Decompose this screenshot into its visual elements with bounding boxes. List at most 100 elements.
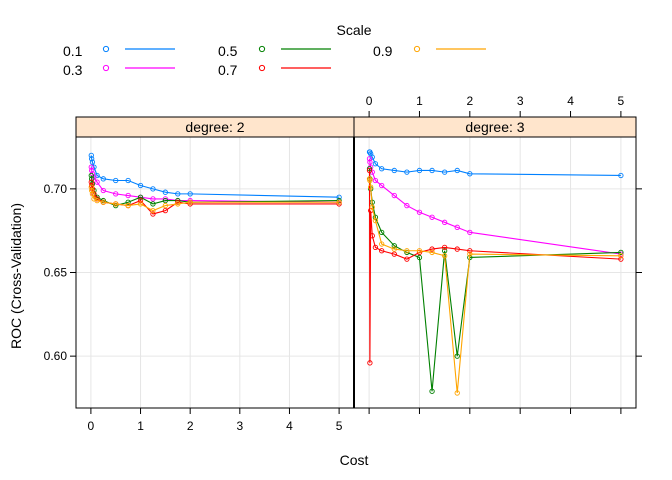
data-point (454, 390, 460, 396)
series-0.5 (366, 166, 624, 394)
data-point (369, 154, 375, 160)
series-line (368, 158, 621, 255)
data-point (441, 169, 448, 175)
y-tick-label: 0.70 (44, 182, 68, 196)
series-0.3 (88, 164, 342, 205)
data-point (467, 171, 473, 177)
data-point (391, 246, 397, 252)
data-point (391, 243, 397, 249)
x-tick-label: 2 (187, 419, 194, 433)
data-point (89, 176, 95, 182)
data-point (441, 244, 448, 251)
data-point (94, 197, 100, 204)
data-point (89, 191, 96, 197)
data-point (100, 199, 106, 205)
legend-marker (102, 45, 110, 53)
data-point (467, 248, 473, 254)
x-tick-label: 4 (286, 419, 293, 433)
data-point (366, 156, 373, 162)
data-point (454, 353, 460, 359)
x-axis-title: Cost (340, 452, 369, 468)
gridlines (354, 137, 636, 408)
data-point (125, 192, 131, 199)
data-point (137, 182, 144, 189)
data-point (89, 156, 95, 162)
data-point (367, 360, 373, 366)
data-point (125, 177, 131, 184)
data-point (416, 254, 423, 261)
data-point (379, 166, 385, 172)
x-tick-label: 4 (567, 94, 574, 108)
data-point (89, 159, 96, 165)
data-point (618, 253, 624, 259)
data-point (89, 167, 95, 174)
data-point (150, 201, 156, 207)
data-point (162, 197, 169, 204)
panel: degree: 3 0 1 2 3 4 5 (353, 94, 637, 414)
data-point (618, 256, 624, 262)
data-point (379, 248, 385, 254)
data-point (467, 251, 473, 257)
data-point (441, 219, 448, 225)
data-point (372, 244, 379, 251)
data-point (416, 248, 423, 254)
legend-entry: 0.7 (218, 62, 331, 78)
data-point (379, 182, 385, 189)
y-tick-label: 0.60 (44, 349, 68, 363)
x-tick-label: 1 (416, 94, 423, 108)
data-point (391, 192, 397, 199)
data-point (94, 179, 100, 185)
data-point (372, 161, 379, 167)
data-point (368, 184, 374, 190)
series-line (368, 170, 621, 363)
panel: degree: 2 0 1 2 3 4 5 (75, 116, 355, 433)
y-axis-title: ROC (Cross-Validation) (8, 203, 24, 349)
data-point (113, 177, 119, 184)
data-point (429, 388, 435, 394)
y-axis-ticks: 0.60 0.65 0.70 (44, 182, 642, 363)
data-point (150, 207, 156, 214)
data-point (125, 202, 131, 209)
data-point (429, 249, 435, 256)
data-point (618, 251, 624, 257)
series-line (90, 167, 340, 203)
legend-label: 0.7 (218, 62, 238, 78)
data-point (336, 199, 342, 205)
data-point (162, 207, 169, 214)
data-point (404, 202, 410, 209)
data-point (416, 209, 423, 215)
data-point (429, 246, 435, 252)
x-tick-label: 3 (517, 94, 524, 108)
legend-label: 0.3 (63, 62, 83, 78)
x-tick-label: 0 (88, 419, 95, 433)
legend-entry: 0.3 (63, 62, 175, 78)
data-point (162, 189, 169, 195)
series-line (368, 178, 621, 393)
data-point (137, 197, 144, 204)
data-point (404, 248, 410, 254)
data-point (113, 201, 119, 207)
data-point (88, 164, 94, 170)
series-line (368, 168, 621, 392)
data-point (137, 194, 144, 200)
data-point (441, 248, 448, 254)
data-point (150, 211, 156, 217)
data-point (367, 177, 373, 184)
series-0.7 (366, 167, 624, 366)
data-point (404, 169, 410, 175)
data-point (379, 241, 385, 247)
data-point (162, 202, 169, 209)
data-point (372, 217, 379, 224)
x-axis-ticks: 0 1 2 3 4 5 (88, 408, 343, 433)
data-point (175, 191, 181, 197)
legend-entry: 0.1 (63, 43, 175, 59)
data-point (454, 167, 460, 174)
strip-label: degree: 2 (185, 119, 244, 135)
legend-entry: 0.9 (373, 43, 486, 59)
series-0.1 (366, 149, 624, 179)
data-point (372, 177, 379, 184)
legend: Scale 0.1 0.3 0.5 0.7 0.9 (63, 22, 486, 78)
data-point (113, 191, 119, 197)
